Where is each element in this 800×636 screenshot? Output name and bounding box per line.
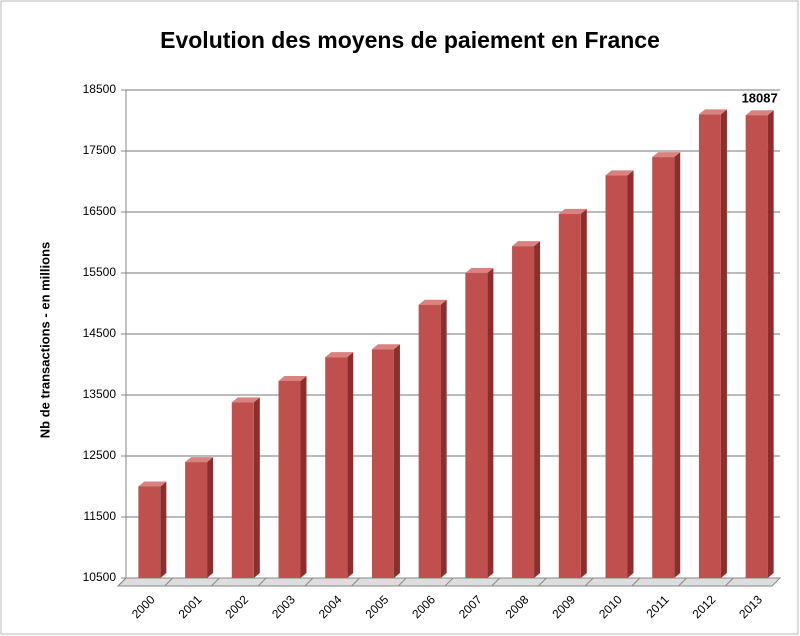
bar xyxy=(605,175,628,578)
x-tick xyxy=(444,577,454,587)
bar-top xyxy=(745,110,774,116)
bar-top xyxy=(512,241,541,247)
chart-title: Evolution des moyens de paiement en Fran… xyxy=(160,27,660,53)
bar-top xyxy=(698,109,727,115)
bar-side xyxy=(300,375,307,578)
bar xyxy=(558,213,581,578)
bar-side xyxy=(627,170,634,578)
x-tick xyxy=(724,577,734,587)
bar-side xyxy=(347,352,354,578)
bar-top xyxy=(138,481,167,487)
y-tick-label: 11500 xyxy=(84,509,117,523)
bar-side xyxy=(767,110,774,579)
x-tick xyxy=(584,577,594,587)
bar xyxy=(185,462,208,578)
x-tick xyxy=(117,577,127,587)
bar-top xyxy=(418,299,447,305)
y-tick-label: 12500 xyxy=(83,448,117,462)
bar-side xyxy=(580,208,587,578)
bar xyxy=(371,349,394,578)
bar xyxy=(138,486,161,578)
y-tick-label: 15500 xyxy=(83,265,117,279)
bar-side xyxy=(440,299,447,578)
bar xyxy=(325,357,348,578)
bar-top xyxy=(605,170,634,176)
x-tick xyxy=(678,577,687,587)
bar xyxy=(465,273,488,578)
bar-side xyxy=(207,457,214,578)
y-tick-label: 14500 xyxy=(83,326,117,340)
bar xyxy=(278,380,301,578)
y-tick-label: 18500 xyxy=(83,82,117,96)
x-tick xyxy=(164,577,174,587)
bar xyxy=(231,402,254,578)
bar-top xyxy=(278,375,307,381)
x-tick xyxy=(491,577,501,587)
y-tick-label: 10500 xyxy=(83,570,117,584)
bar-top xyxy=(558,208,587,214)
x-tick xyxy=(351,577,360,587)
bar xyxy=(512,246,535,578)
bar-top xyxy=(371,344,400,350)
y-tick-label: 16500 xyxy=(83,204,117,218)
bar xyxy=(652,157,675,578)
x-tick xyxy=(538,577,547,587)
bar xyxy=(745,115,768,579)
x-tick xyxy=(304,577,314,587)
x-tick xyxy=(631,577,641,587)
bar xyxy=(698,114,721,579)
data-label: 18087 xyxy=(742,91,778,106)
bar-side xyxy=(534,241,541,578)
bar-side xyxy=(393,344,400,578)
bar-top xyxy=(652,152,681,158)
bar-side xyxy=(253,397,260,578)
bar-side xyxy=(720,109,727,579)
y-axis-label: Nb de transactions - en millions xyxy=(37,242,52,438)
x-tick xyxy=(397,577,407,587)
bar-top xyxy=(325,352,354,358)
bar-top xyxy=(465,268,494,273)
bar-side xyxy=(487,268,494,578)
bar-side xyxy=(674,152,681,578)
x-tick xyxy=(257,577,267,587)
bar-top xyxy=(185,457,214,463)
bar xyxy=(418,304,441,578)
x-tick xyxy=(211,577,220,587)
y-tick-label: 13500 xyxy=(83,387,117,401)
y-tick-label: 17500 xyxy=(83,143,117,157)
bar-side xyxy=(160,481,167,578)
bar-top xyxy=(231,397,260,403)
